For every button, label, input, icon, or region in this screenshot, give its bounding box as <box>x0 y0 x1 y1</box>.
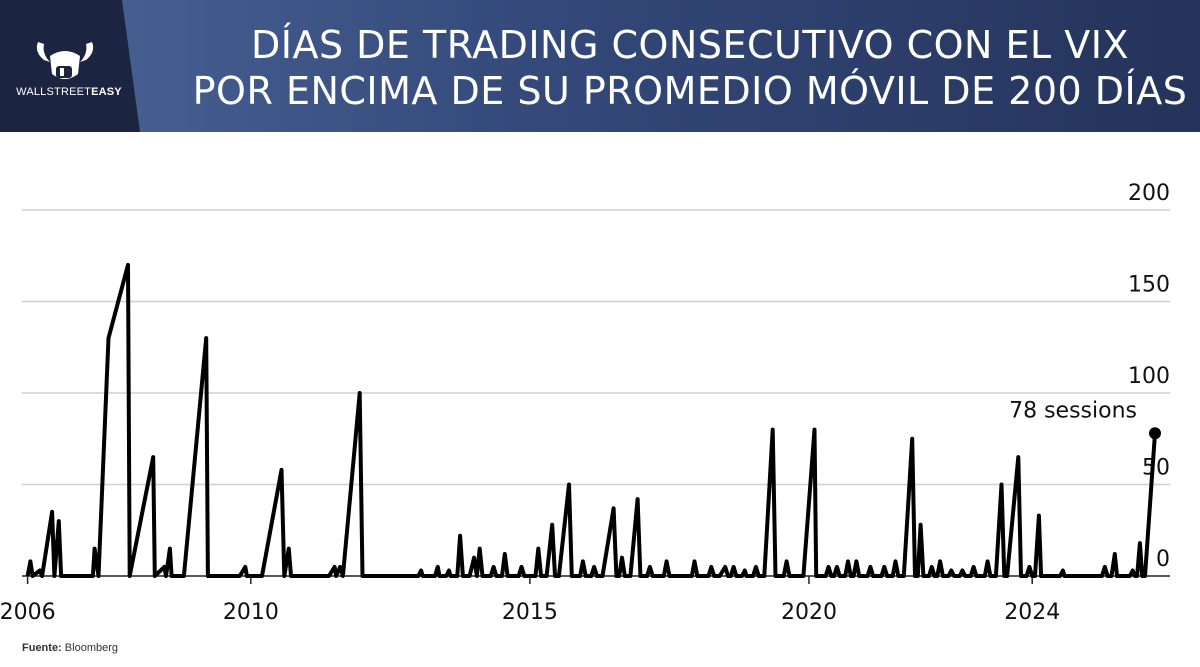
source-name: Bloomberg <box>64 642 118 654</box>
x-tick-label-2020: 2020 <box>781 600 837 625</box>
annotation-label-0: 78 sessions <box>1009 398 1137 423</box>
chart-title: DÍAS DE TRADING CONSECUTIVO CON EL VIX P… <box>190 22 1190 114</box>
x-tick-label-2024: 2024 <box>1004 600 1060 625</box>
y-tick-label-200: 200 <box>1128 181 1170 206</box>
bull-logo-icon <box>36 42 94 79</box>
series-line-0 <box>25 262 1157 578</box>
y-tick-label-50: 50 <box>1142 456 1170 481</box>
x-tick-label-2010: 2010 <box>223 600 279 625</box>
x-tick-label-2006: 2006 <box>0 600 56 625</box>
header-banner: WALLSTREETEASY DÍAS DE TRADING CONSECUTI… <box>0 0 1200 132</box>
source-note: Fuente: Bloomberg <box>22 642 118 654</box>
source-label: Fuente: <box>22 642 62 654</box>
brand-logo-text: WALLSTREETEASY <box>14 86 124 98</box>
title-bar <box>0 0 1200 132</box>
y-tick-label-150: 150 <box>1128 273 1170 298</box>
brand-bold: EASY <box>91 86 122 98</box>
vix-line-chart: 0 50 100 150 200 2006 2010 2015 2020 2024 78 sessi… <box>0 181 1170 625</box>
x-tick-label-2015: 2015 <box>502 600 558 625</box>
brand-light: WALLSTREET <box>16 86 92 98</box>
chart-title-line2: POR ENCIMA DE SU PROMEDIO MÓVIL DE 200 D… <box>192 69 1188 113</box>
y-tick-label-0: 0 <box>1156 547 1170 572</box>
header-background <box>0 0 1200 132</box>
annotation-point-0 <box>1149 427 1161 440</box>
y-tick-label-100: 100 <box>1128 364 1170 389</box>
chart-title-line1: DÍAS DE TRADING CONSECUTIVO CON EL VIX <box>250 23 1130 67</box>
